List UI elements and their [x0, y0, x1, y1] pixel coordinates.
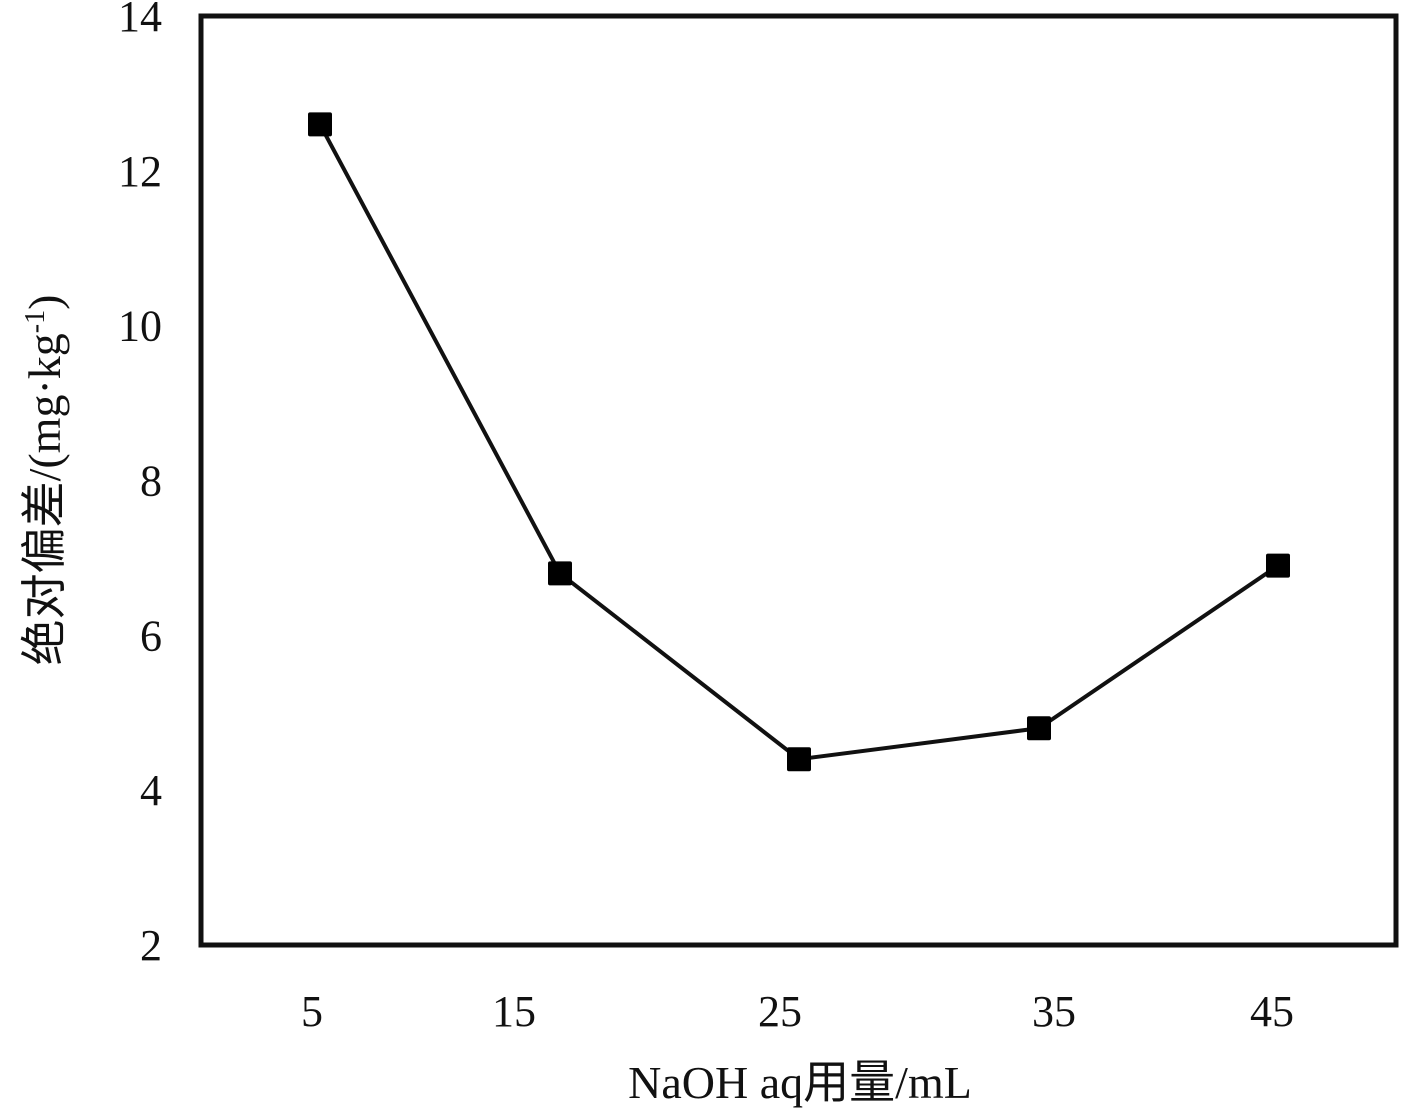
svg-text:绝对偏差/(mg·kg-1): 绝对偏差/(mg·kg-1) — [19, 295, 70, 666]
data-point-marker — [1266, 553, 1290, 578]
y-axis-title-close: ) — [19, 295, 70, 310]
x-axis-title: NaOH aq用量/mL — [628, 1057, 972, 1108]
y-tick-label: 4 — [140, 766, 162, 815]
y-tick-label: 10 — [118, 302, 162, 351]
x-tick-label: 35 — [1032, 987, 1076, 1036]
data-point-marker — [1027, 716, 1051, 741]
data-point-marker — [308, 112, 332, 137]
y-tick-label: 14 — [118, 0, 162, 41]
y-axis-title-superscript: -1 — [20, 310, 51, 333]
y-tick-label: 12 — [118, 147, 162, 196]
data-point-marker — [548, 561, 572, 586]
x-tick-label: 5 — [301, 987, 323, 1036]
y-tick-label: 6 — [140, 611, 162, 660]
series-line — [318, 123, 1280, 762]
y-axis-title: 绝对偏差/(mg·kg-1) — [19, 295, 70, 666]
y-tick-label: 8 — [140, 457, 162, 506]
y-axis-ticks: 2 4 6 8 10 12 14 — [118, 0, 162, 970]
x-axis-ticks: 5 15 25 35 45 — [301, 987, 1294, 1036]
x-tick-label: 15 — [492, 987, 536, 1036]
plot-frame — [198, 13, 1399, 948]
x-tick-label: 25 — [758, 987, 802, 1036]
x-tick-label: 45 — [1250, 987, 1294, 1036]
series-layer — [308, 112, 1290, 772]
data-point-marker — [787, 747, 811, 772]
y-tick-label: 2 — [140, 921, 162, 970]
y-axis-title-main: 绝对偏差/(mg·kg — [19, 333, 70, 665]
